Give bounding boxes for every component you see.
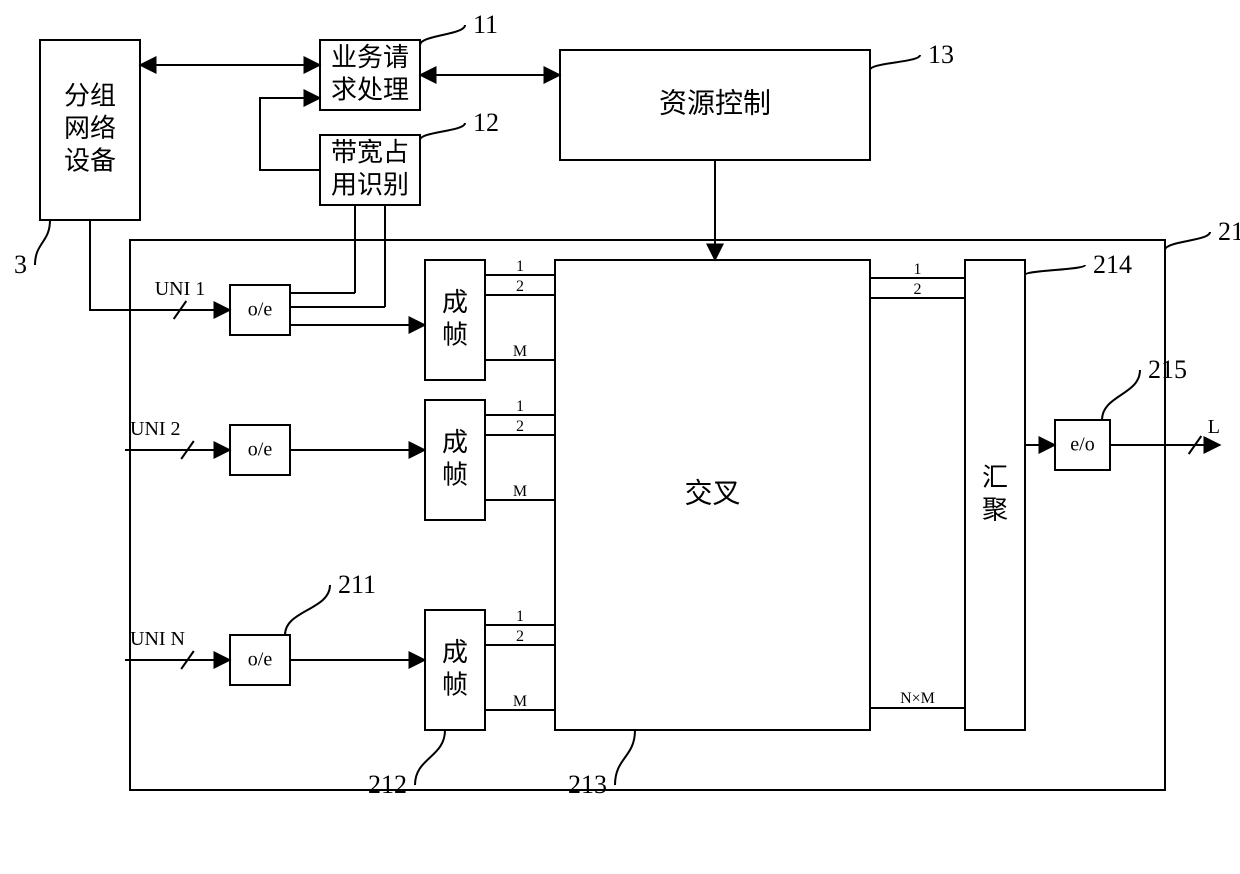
f1-plabel2: M bbox=[513, 343, 527, 360]
callout-211-leader bbox=[285, 585, 330, 635]
callout-11-leader bbox=[420, 25, 465, 45]
oe-1-text-0: o/e bbox=[248, 299, 273, 321]
f1-plabel1: 2 bbox=[516, 278, 524, 295]
f2-plabel1: 2 bbox=[516, 418, 524, 435]
uni3-label: UNI N bbox=[130, 628, 185, 650]
callout-214-label: 214 bbox=[1093, 250, 1132, 279]
eo-converter-text-0: e/o bbox=[1070, 434, 1094, 456]
callout-213-label: 213 bbox=[568, 770, 607, 799]
framer-1-text-0: 成 bbox=[442, 288, 468, 317]
service-request-text-1: 求处理 bbox=[331, 75, 409, 104]
service-request-text-0: 业务请 bbox=[331, 43, 409, 72]
oe-3-text-0: o/e bbox=[248, 649, 273, 671]
cross-agg-label-1: 2 bbox=[914, 281, 922, 298]
uni1-label: UNI 1 bbox=[155, 278, 206, 300]
f2-plabel2: M bbox=[513, 483, 527, 500]
resource-control-text-0: 资源控制 bbox=[659, 88, 771, 120]
callout-3-leader bbox=[35, 220, 50, 265]
callout-11-label: 11 bbox=[473, 10, 498, 39]
callout-212-leader bbox=[415, 730, 445, 785]
framer-1-text-1: 帧 bbox=[442, 320, 468, 349]
callout-215-leader bbox=[1102, 370, 1140, 420]
bandwidth-id-text-0: 带宽占 bbox=[331, 138, 409, 167]
f1-plabel0: 1 bbox=[516, 258, 524, 275]
pkt-net-device-text-2: 设备 bbox=[64, 147, 116, 176]
callout-13-label: 13 bbox=[928, 40, 954, 69]
f3-plabel1: 2 bbox=[516, 628, 524, 645]
f3-plabel2: M bbox=[513, 693, 527, 710]
cross-connect-text-0: 交叉 bbox=[684, 478, 740, 510]
L-label: L bbox=[1208, 416, 1220, 438]
cross-agg-label-nm: N×M bbox=[900, 690, 935, 707]
callout-211-label: 211 bbox=[338, 570, 376, 599]
f3-plabel0: 1 bbox=[516, 608, 524, 625]
callout-212-label: 212 bbox=[368, 770, 407, 799]
framer-2-text-0: 成 bbox=[442, 428, 468, 457]
container-21 bbox=[130, 240, 1165, 790]
callout-13-leader bbox=[870, 55, 920, 70]
callout-3-label: 3 bbox=[14, 250, 27, 279]
callout-12-leader bbox=[420, 123, 465, 140]
oe-2-text-0: o/e bbox=[248, 439, 273, 461]
callout-213-leader bbox=[615, 730, 635, 785]
framer-3-text-1: 帧 bbox=[442, 670, 468, 699]
uni2-label: UNI 2 bbox=[130, 418, 181, 440]
aggregation-text-0: 汇 bbox=[982, 463, 1008, 492]
aggregation-text-1: 聚 bbox=[982, 495, 1008, 524]
callout-214-leader bbox=[1025, 265, 1085, 275]
pkt-net-device-text-0: 分组 bbox=[64, 82, 116, 111]
edge-bw-svc bbox=[260, 98, 320, 170]
framer-3-text-0: 成 bbox=[442, 638, 468, 667]
framer-2-text-1: 帧 bbox=[442, 460, 468, 489]
cross-agg-label-0: 1 bbox=[914, 261, 922, 278]
bandwidth-id-text-1: 用识别 bbox=[331, 170, 409, 199]
f2-plabel0: 1 bbox=[516, 398, 524, 415]
callout-21-label: 21 bbox=[1218, 217, 1240, 246]
callout-21-leader bbox=[1165, 232, 1210, 250]
callout-215-label: 215 bbox=[1148, 355, 1187, 384]
pkt-net-device-text-1: 网络 bbox=[64, 114, 116, 143]
callout-12-label: 12 bbox=[473, 108, 499, 137]
